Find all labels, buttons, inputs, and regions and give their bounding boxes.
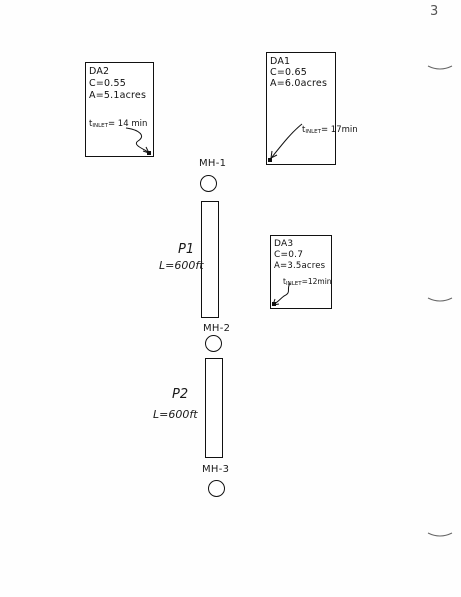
- p1-name: P1: [178, 242, 195, 257]
- da3-area: A=3.5acres: [274, 261, 326, 271]
- p1-pipe-symbol: [201, 201, 219, 318]
- p1-length: L=600ft: [159, 259, 204, 272]
- da2-area: A=5.1acres: [89, 90, 147, 101]
- da3-outlet-point: [272, 302, 276, 306]
- mh2-manhole-symbol: [205, 335, 222, 352]
- binder-hole-mark-bottom: [427, 532, 453, 537]
- da3-inlet-time: tINLET=12min: [283, 277, 332, 287]
- da1-runoff-coefficient: C=0.65: [270, 67, 307, 78]
- da2-inlet-time: tINLET= 14 min: [89, 119, 148, 129]
- da1-name: DA1: [270, 56, 291, 67]
- da3-name: DA3: [274, 239, 294, 249]
- binder-hole-mark-middle: [427, 297, 453, 302]
- mh2-label: MH-2: [203, 323, 231, 334]
- binder-hole-mark-top: [427, 65, 453, 70]
- p2-length: L=600ft: [153, 408, 198, 421]
- drainage-area-da2-box: DA2 C=0.55 A=5.1acres tINLET= 14 min: [85, 62, 154, 157]
- page-number: 3: [430, 4, 439, 19]
- drainage-area-da1-box: DA1 C=0.65 A=6.0acres tINLET= 17min: [266, 52, 358, 165]
- mh1-label: MH-1: [199, 158, 227, 169]
- da1-inlet-time: tINLET= 17min: [302, 125, 358, 135]
- da1-area: A=6.0acres: [270, 78, 328, 89]
- da2-runoff-coefficient: C=0.55: [89, 78, 126, 89]
- p2-name: P2: [172, 387, 189, 402]
- mh3-label: MH-3: [202, 464, 230, 475]
- p2-pipe-symbol: [205, 358, 223, 458]
- mh1-manhole-symbol: [200, 175, 217, 192]
- mh3-manhole-symbol: [208, 480, 225, 497]
- drainage-area-da3-box: DA3 C=0.7 A=3.5acres tINLET=12min: [270, 235, 332, 309]
- da2-name: DA2: [89, 66, 110, 77]
- da3-runoff-coefficient: C=0.7: [274, 250, 304, 260]
- da1-outlet-point: [268, 158, 272, 162]
- da2-outlet-point: [147, 151, 151, 155]
